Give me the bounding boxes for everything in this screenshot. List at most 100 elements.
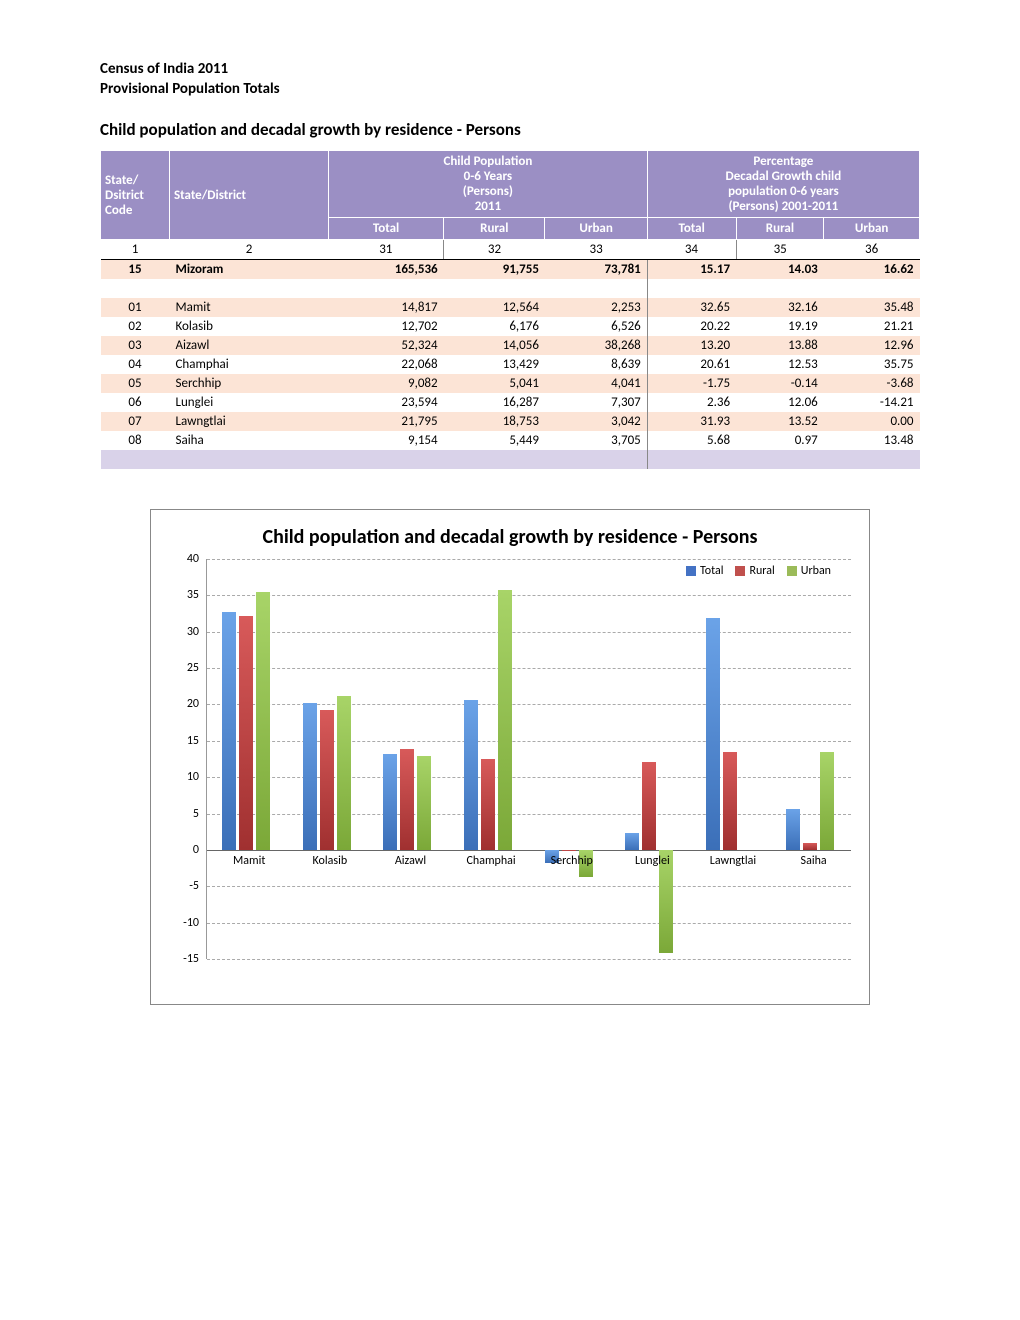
- data-cell: 12,702: [329, 317, 444, 336]
- footer-cell: [101, 450, 170, 469]
- data-cell: 5,449: [444, 431, 545, 450]
- data-cell: Kolasib: [170, 317, 329, 336]
- table-row: 04Champhai22,06813,4298,63920.6112.5335.…: [101, 355, 920, 374]
- x-axis-label: Saiha: [801, 854, 827, 868]
- data-cell: 21.21: [824, 317, 920, 336]
- footer-cell: [444, 450, 545, 469]
- data-cell: Saiha: [170, 431, 329, 450]
- x-axis-label: Aizawl: [395, 854, 426, 868]
- data-cell: 22,068: [329, 355, 444, 374]
- gridline: [207, 668, 851, 669]
- chart-bar: [706, 618, 720, 850]
- gridline: [207, 595, 851, 596]
- chart-bar: [803, 843, 817, 850]
- chart-bar: [562, 850, 576, 851]
- chart-bar: [464, 700, 478, 850]
- y-axis-label: 35: [171, 588, 199, 602]
- state-cell: 15.17: [647, 260, 736, 280]
- table-row: 07Lawngtlai21,79518,7533,04231.9313.520.…: [101, 412, 920, 431]
- data-cell: 9,154: [329, 431, 444, 450]
- header-line1: Census of India 2011: [100, 60, 920, 80]
- blank-cell: [329, 279, 444, 298]
- data-cell: 0.00: [824, 412, 920, 431]
- chart-bar: [256, 592, 270, 850]
- legend-label: Rural: [749, 564, 774, 578]
- legend-item: Total: [686, 564, 723, 578]
- chart-bar: [337, 696, 351, 850]
- chart-bar: [400, 749, 414, 850]
- x-axis-label: Champhai: [467, 854, 516, 868]
- data-cell: 21,795: [329, 412, 444, 431]
- data-cell: 14,817: [329, 298, 444, 317]
- state-cell: 165,536: [329, 260, 444, 280]
- data-cell: 38,268: [545, 336, 647, 355]
- x-axis-label: Serchhip: [551, 854, 593, 868]
- data-cell: 35.48: [824, 298, 920, 317]
- data-cell: 4,041: [545, 374, 647, 393]
- data-cell: 32.16: [736, 298, 824, 317]
- data-cell: 2.36: [647, 393, 736, 412]
- state-cell: 16.62: [824, 260, 920, 280]
- data-cell: 8,639: [545, 355, 647, 374]
- data-cell: 02: [101, 317, 170, 336]
- data-cell: 13,429: [444, 355, 545, 374]
- y-axis-label: 10: [171, 770, 199, 784]
- chart-bar: [723, 752, 737, 850]
- blank-cell: [170, 279, 329, 298]
- data-cell: 3,042: [545, 412, 647, 431]
- data-cell: Champhai: [170, 355, 329, 374]
- data-cell: 35.75: [824, 355, 920, 374]
- table-row: 03Aizawl52,32414,05638,26813.2013.8812.9…: [101, 336, 920, 355]
- th-pop-rural: Rural: [444, 218, 545, 240]
- table-row: 05Serchhip9,0825,0414,041-1.75-0.14-3.68: [101, 374, 920, 393]
- th-pop-total: Total: [329, 218, 444, 240]
- data-cell: -0.14: [736, 374, 824, 393]
- footer-cell: [170, 450, 329, 469]
- y-axis-label: 30: [171, 625, 199, 639]
- legend-swatch: [735, 566, 745, 576]
- colnum-cell: 31: [329, 240, 444, 260]
- blank-cell: [824, 279, 920, 298]
- data-cell: 18,753: [444, 412, 545, 431]
- data-cell: 16,287: [444, 393, 545, 412]
- table-row: 02Kolasib12,7026,1766,52620.2219.1921.21: [101, 317, 920, 336]
- data-cell: 19.19: [736, 317, 824, 336]
- y-axis-label: 25: [171, 661, 199, 675]
- data-cell: 12.96: [824, 336, 920, 355]
- th-code: State/ Dsitrict Code: [101, 151, 170, 240]
- th-district: State/District: [170, 151, 329, 240]
- blank-cell: [444, 279, 545, 298]
- legend-item: Rural: [735, 564, 774, 578]
- doc-header: Census of India 2011 Provisional Populat…: [100, 60, 920, 99]
- data-cell: 05: [101, 374, 170, 393]
- data-table: State/ Dsitrict Code State/District Chil…: [100, 150, 920, 469]
- data-cell: 2,253: [545, 298, 647, 317]
- chart-container: Child population and decadal growth by r…: [150, 509, 870, 1005]
- y-axis-label: -5: [171, 879, 199, 893]
- legend-label: Total: [700, 564, 723, 578]
- data-cell: 12.53: [736, 355, 824, 374]
- table-row: 01Mamit14,81712,5642,25332.6532.1635.48: [101, 298, 920, 317]
- data-cell: Aizawl: [170, 336, 329, 355]
- colnum-cell: 32: [444, 240, 545, 260]
- table-row: 06Lunglei23,59416,2877,3072.3612.06-14.2…: [101, 393, 920, 412]
- gridline: [207, 959, 851, 960]
- footer-cell: [545, 450, 647, 469]
- x-axis-label: Lawngtlai: [710, 854, 756, 868]
- blank-cell: [736, 279, 824, 298]
- y-axis-label: -15: [171, 952, 199, 966]
- chart-bar: [417, 756, 431, 850]
- gridline: [207, 923, 851, 924]
- chart-bar: [786, 809, 800, 850]
- legend-item: Urban: [787, 564, 831, 578]
- data-cell: Mamit: [170, 298, 329, 317]
- data-cell: 12.06: [736, 393, 824, 412]
- colnum-cell: 33: [545, 240, 647, 260]
- data-cell: 5.68: [647, 431, 736, 450]
- y-axis-label: 5: [171, 807, 199, 821]
- blank-cell: [545, 279, 647, 298]
- chart-bar: [239, 616, 253, 850]
- data-cell: Serchhip: [170, 374, 329, 393]
- data-cell: 31.93: [647, 412, 736, 431]
- state-cell: Mizoram: [170, 260, 329, 280]
